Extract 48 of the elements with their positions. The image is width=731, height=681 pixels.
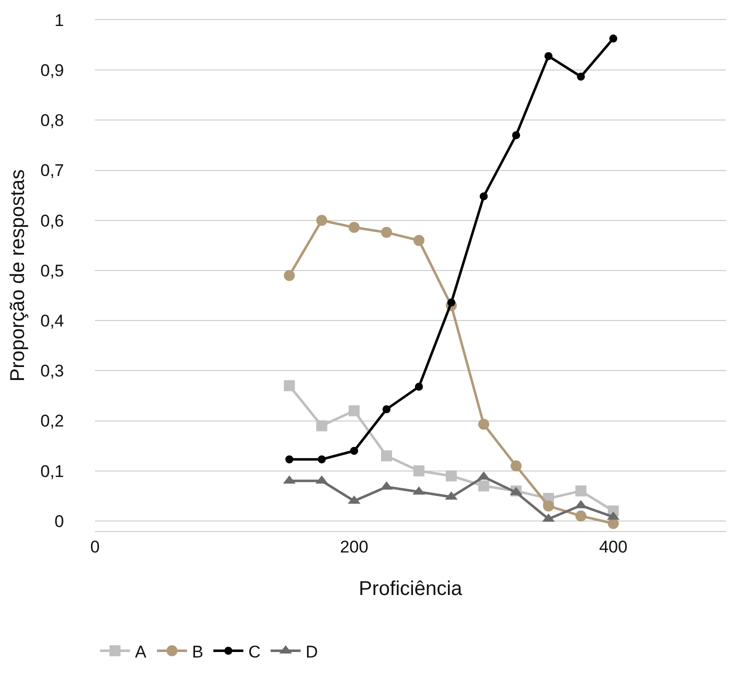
- point: [446, 470, 457, 482]
- point: [316, 214, 328, 226]
- y-tick-label: 1: [54, 10, 64, 30]
- point: [575, 510, 586, 522]
- point: [413, 234, 424, 246]
- y-tick-label: 0,2: [40, 412, 64, 431]
- point: [510, 460, 522, 472]
- point: [575, 485, 586, 496]
- legend-label: C: [248, 642, 261, 662]
- y-tick-label: 0,7: [40, 161, 64, 180]
- point: [382, 405, 391, 414]
- point: [544, 52, 552, 60]
- point: [609, 34, 618, 43]
- point: [316, 420, 328, 432]
- y-tick-label: 0,1: [40, 462, 64, 481]
- x-tick-label: 200: [340, 537, 368, 556]
- y-tick-label: 0: [54, 512, 64, 531]
- point: [285, 455, 294, 464]
- y-axis-title: Proporção de respostas: [6, 169, 29, 382]
- x-tick-label: 0: [90, 537, 100, 556]
- point: [413, 465, 424, 476]
- legend-label: D: [306, 642, 318, 662]
- point: [381, 450, 392, 462]
- y-tick-label: 0,3: [40, 362, 64, 381]
- y-tick-label: 0,4: [40, 312, 64, 331]
- point: [542, 500, 554, 512]
- x-axis-title: Proficiência: [358, 578, 464, 600]
- point: [284, 380, 295, 392]
- point: [478, 480, 490, 492]
- point: [381, 226, 392, 238]
- point: [512, 131, 520, 140]
- y-tick-label: 0,8: [40, 111, 64, 130]
- point: [318, 455, 326, 464]
- point: [576, 72, 585, 81]
- y-tick-label: 0,9: [40, 61, 64, 80]
- point: [350, 446, 358, 455]
- point: [414, 382, 423, 391]
- legend-label: B: [192, 642, 204, 662]
- point: [284, 270, 295, 281]
- point: [348, 222, 360, 233]
- y-tick-label: 0,5: [40, 261, 64, 280]
- point: [348, 405, 360, 416]
- legend-label: A: [135, 642, 147, 662]
- point: [478, 418, 490, 430]
- x-tick-label: 400: [599, 537, 628, 556]
- point: [447, 298, 456, 307]
- y-tick-label: 0,6: [40, 211, 64, 230]
- point: [480, 192, 488, 200]
